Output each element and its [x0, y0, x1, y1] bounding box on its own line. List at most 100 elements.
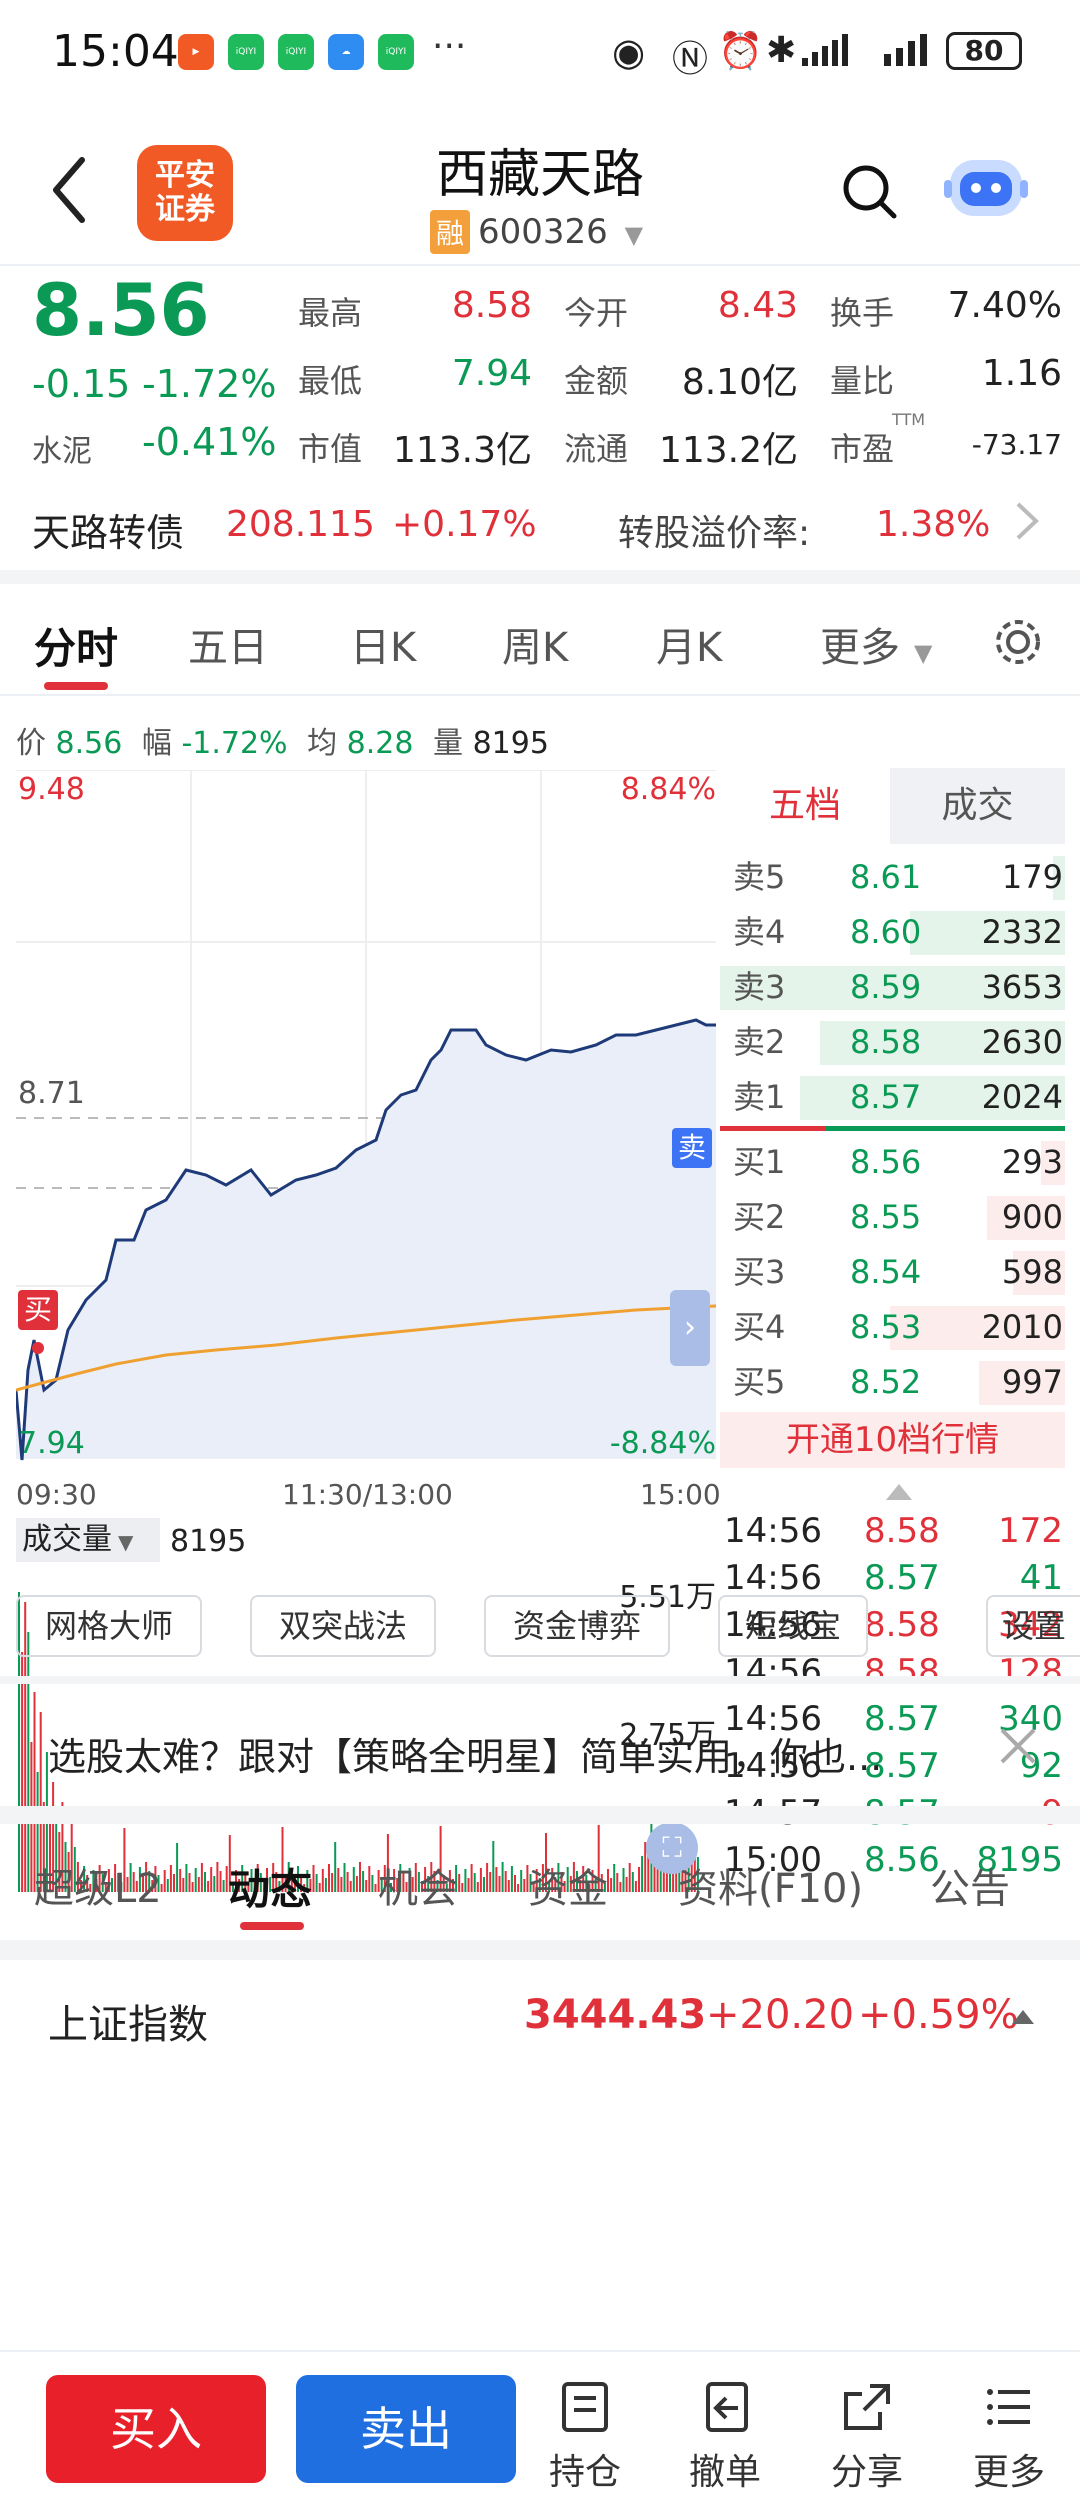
- open-level10-button[interactable]: 开通10档行情: [720, 1412, 1065, 1468]
- open-label: 今开: [564, 294, 629, 332]
- tab-underline: [240, 1922, 304, 1930]
- tab-capital[interactable]: 资金: [528, 1866, 608, 1912]
- tab-announcements[interactable]: 公告: [930, 1866, 1010, 1912]
- axis-bottom-pct: -8.84%: [609, 1426, 716, 1461]
- divider: [0, 694, 1080, 696]
- cancel-order-button[interactable]: 撤单: [680, 2380, 770, 2495]
- trade-time: 15:00: [724, 1840, 822, 1880]
- tool-short-line[interactable]: 短线宝: [718, 1595, 868, 1657]
- close-promo-button[interactable]: [996, 1724, 1040, 1772]
- index-ticker-row[interactable]: 上证指数 3444.43 +20.20 +0.59%: [0, 1960, 1080, 2078]
- tab-super-l2[interactable]: 超级L2: [34, 1866, 162, 1912]
- ask-4-vol: 2332: [981, 913, 1063, 951]
- tool-settings[interactable]: 设置: [986, 1595, 1080, 1657]
- volume-bar: [439, 1826, 442, 1892]
- stock-code-selector[interactable]: 融 600326 ▼: [430, 210, 643, 254]
- more-button[interactable]: 更多: [964, 2380, 1054, 2495]
- trade-row: 14:56 8.58 342: [720, 1602, 1065, 1649]
- tab-more[interactable]: 更多 ▼: [820, 615, 932, 673]
- sell-button[interactable]: 卖出: [296, 2375, 516, 2483]
- convertible-bond-row[interactable]: 天路转债 208.115 +0.17% 转股溢价率: 1.38%: [0, 482, 1080, 568]
- volume-bar: [380, 1879, 383, 1892]
- trade-time: 14:56: [724, 1746, 822, 1786]
- buy-marker[interactable]: 买: [18, 1290, 58, 1330]
- share-button[interactable]: 分享: [822, 2380, 912, 2495]
- volume-bar: [607, 1869, 609, 1892]
- tab-weekly-k[interactable]: 周K: [502, 625, 569, 671]
- tool-grid-master[interactable]: 网格大师: [16, 1595, 202, 1657]
- volume-bar: [452, 1879, 454, 1892]
- volume-bar: [638, 1867, 640, 1892]
- volume-bar: [300, 1875, 303, 1892]
- ask-4-price: 8.60: [850, 913, 922, 951]
- tool-capital-game[interactable]: 资金博弈: [484, 1595, 670, 1657]
- tool-double-breakout[interactable]: 双突战法: [250, 1595, 436, 1657]
- info-price-label: 价: [16, 726, 46, 761]
- search-button[interactable]: [840, 162, 900, 226]
- tab-five-day[interactable]: 五日: [188, 625, 268, 671]
- section-divider: [0, 1676, 1080, 1684]
- robot-assistant-button[interactable]: [944, 150, 1028, 230]
- float-label: 流通: [564, 430, 629, 468]
- ask-row-4: 卖4 8.60 2332: [720, 905, 1065, 960]
- tab-daily-k[interactable]: 日K: [350, 625, 417, 671]
- volume-bar: [284, 1876, 287, 1892]
- volume-bar: [86, 1875, 89, 1892]
- volume-bar: [541, 1864, 544, 1892]
- volume-bar: [262, 1882, 265, 1892]
- volume-bar: [479, 1868, 482, 1892]
- tab-five-level[interactable]: 五档: [720, 768, 890, 844]
- buy-button[interactable]: 买入: [46, 2375, 266, 2483]
- volume-bar: [222, 1880, 225, 1892]
- volume-bar: [49, 1812, 51, 1892]
- volume-bar: [142, 1876, 144, 1892]
- trade-row: 14:56 8.58 172: [720, 1508, 1065, 1555]
- back-button[interactable]: [44, 150, 94, 234]
- volume-bar: [610, 1878, 613, 1892]
- scroll-up-icon[interactable]: [884, 1482, 914, 1506]
- volume-bar: [442, 1875, 445, 1892]
- sector-name[interactable]: 水泥: [32, 434, 92, 469]
- volume-bar: [523, 1879, 526, 1892]
- more-notifications: ···: [432, 26, 467, 67]
- indicator-selector[interactable]: 成交量 ▼: [16, 1518, 160, 1562]
- volume-bar: [318, 1883, 321, 1892]
- volume-bar: [24, 1602, 27, 1892]
- volume-bar: [349, 1881, 352, 1892]
- tab-monthly-k[interactable]: 月K: [656, 625, 723, 671]
- volume-bar: [312, 1865, 315, 1892]
- promo-banner[interactable]: 选股太难？跟对【策略全明星】简单实用，你也...: [0, 1688, 1080, 1808]
- volume-bar: [579, 1880, 582, 1892]
- ask-2-vol: 2630: [981, 1023, 1063, 1061]
- tab-trade-detail[interactable]: 成交: [941, 785, 1014, 826]
- tab-opportunity[interactable]: 机会: [378, 1866, 458, 1912]
- expand-chart-button[interactable]: ›: [670, 1290, 710, 1366]
- trade-volume: 8195: [976, 1840, 1063, 1880]
- volume-bar: [631, 1872, 634, 1892]
- tab-intraday[interactable]: 分时: [34, 624, 119, 673]
- ask-3-bar: [720, 966, 1065, 1010]
- bid-4-price: 8.53: [850, 1308, 922, 1346]
- sell-marker[interactable]: 卖: [672, 1128, 712, 1168]
- volume-bar: [473, 1873, 476, 1892]
- volume-bar: [622, 1868, 625, 1892]
- close-icon: [1000, 1728, 1036, 1764]
- volume-bar: [290, 1871, 293, 1892]
- volume-bar: [309, 1879, 312, 1892]
- chevron-up-icon: [1010, 2008, 1036, 2030]
- volume-bar: [58, 1832, 61, 1892]
- volume-bar: [514, 1875, 516, 1892]
- chart-settings-button[interactable]: [990, 614, 1046, 674]
- info-amp: -1.72%: [181, 726, 288, 761]
- intraday-chart[interactable]: 9.48 8.84% 8.71 7.94 -8.84% 买 卖 ›: [16, 770, 716, 1470]
- volume-bar: [520, 1870, 523, 1892]
- volume-bar: [148, 1871, 151, 1892]
- fullscreen-icon[interactable]: ⛶: [646, 1822, 698, 1874]
- mktcap-label: 市值: [298, 430, 363, 468]
- trade-time: 14:56: [724, 1558, 822, 1598]
- tab-news[interactable]: 动态: [228, 1865, 313, 1914]
- tab-profile-f10[interactable]: 资料(F10): [678, 1866, 864, 1912]
- position-button[interactable]: 持仓: [540, 2380, 630, 2495]
- volume-bar: [194, 1868, 197, 1892]
- amount-label: 金额: [564, 362, 629, 400]
